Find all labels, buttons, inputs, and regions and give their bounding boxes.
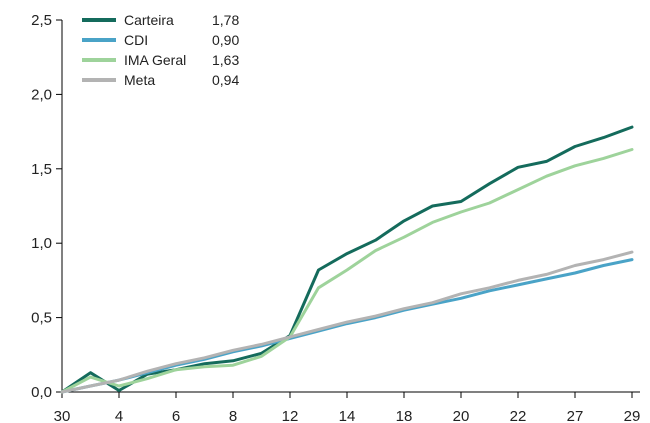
legend-label-meta: Meta: [124, 72, 155, 88]
x-tick-label: 4: [115, 408, 123, 423]
legend-label-cdi: CDI: [124, 32, 148, 48]
legend-value-carteira: 1,78: [212, 12, 239, 28]
series-group: [60, 125, 634, 394]
y-tick-label: 0,5: [31, 310, 52, 327]
legend-value-meta: 0,94: [212, 72, 239, 88]
series-line-meta: [60, 250, 634, 394]
legend: Carteira 1,78 CDI 0,90 IMA Geral 1,63 Meta 0,94: [82, 12, 239, 88]
x-tick-label: 20: [453, 408, 470, 423]
x-tick-label: 14: [339, 408, 356, 423]
x-tick-label: 29: [624, 408, 641, 423]
y-tick-label: 2,0: [31, 86, 52, 103]
x-tick-label: 12: [282, 408, 299, 423]
y-tick-label: 2,5: [31, 12, 52, 29]
series-line-ima-geral: [60, 148, 634, 394]
x-ticks: 30 4 6 8 12 14 18 20 22 27 29: [54, 392, 641, 423]
x-tick-label: 6: [172, 408, 180, 423]
series-line-carteira: [60, 125, 634, 394]
y-tick-label: 1,0: [31, 235, 52, 252]
x-tick-label: 8: [229, 408, 237, 423]
y-tick-label: 1,5: [31, 161, 52, 178]
y-ticks: 0,0 0,5 1,0 1,5 2,0 2,5: [31, 12, 62, 401]
legend-value-cdi: 0,90: [212, 32, 239, 48]
legend-label-carteira: Carteira: [124, 12, 174, 28]
axes: [61, 20, 640, 393]
legend-value-ima-geral: 1,63: [212, 52, 239, 68]
y-tick-label: 0,0: [31, 384, 52, 401]
legend-label-ima-geral: IMA Geral: [124, 52, 186, 68]
x-tick-label: 27: [567, 408, 584, 423]
x-tick-label: 18: [396, 408, 413, 423]
x-tick-label: 22: [510, 408, 527, 423]
x-tick-label: 30: [54, 408, 71, 423]
